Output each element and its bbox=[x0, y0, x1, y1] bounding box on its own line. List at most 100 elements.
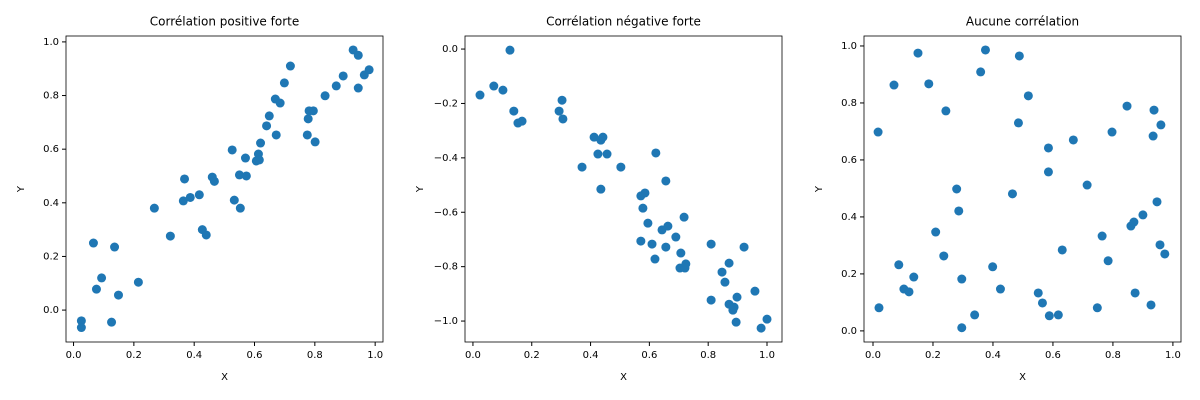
x-tick-label: 0.4 bbox=[583, 350, 599, 361]
point bbox=[731, 317, 741, 327]
point bbox=[227, 145, 237, 155]
x-tick-label: 0.6 bbox=[641, 350, 657, 361]
point bbox=[1023, 91, 1033, 101]
point bbox=[995, 284, 1005, 294]
point bbox=[739, 242, 749, 252]
y-tick-label: 1.0 bbox=[43, 37, 59, 48]
x-tick-label: 0.2 bbox=[925, 350, 941, 361]
point bbox=[509, 106, 519, 116]
point bbox=[1130, 288, 1140, 298]
point bbox=[353, 83, 363, 93]
point bbox=[353, 50, 363, 60]
point bbox=[557, 95, 567, 105]
y-tick-label: 0.0 bbox=[43, 305, 59, 316]
point bbox=[638, 203, 648, 213]
y-axis-label: Y bbox=[16, 185, 27, 193]
point bbox=[952, 184, 962, 194]
y-tick-label: 0.2 bbox=[43, 251, 59, 262]
point bbox=[706, 239, 716, 249]
point bbox=[1043, 143, 1053, 153]
point bbox=[303, 114, 313, 124]
y-tick-label: 0.8 bbox=[841, 98, 857, 109]
point bbox=[558, 114, 568, 124]
point bbox=[1057, 245, 1067, 255]
point bbox=[679, 212, 689, 222]
point bbox=[671, 232, 681, 242]
point bbox=[110, 242, 120, 252]
point bbox=[957, 274, 967, 284]
y-tick-label: 0.6 bbox=[43, 144, 59, 155]
y-tick-label: −0.8 bbox=[434, 262, 458, 273]
point bbox=[1014, 51, 1024, 61]
x-tick-label: 1.0 bbox=[367, 350, 383, 361]
point bbox=[241, 171, 251, 181]
point bbox=[1013, 118, 1023, 128]
point bbox=[209, 176, 219, 186]
point bbox=[650, 254, 660, 264]
point bbox=[589, 132, 599, 142]
point bbox=[262, 121, 272, 131]
y-axis-label: Y bbox=[814, 185, 825, 193]
point bbox=[517, 116, 527, 126]
point bbox=[706, 295, 716, 305]
x-tick-label: 0.0 bbox=[865, 350, 881, 361]
point bbox=[1097, 231, 1107, 241]
axes-frame bbox=[65, 35, 384, 343]
point bbox=[97, 273, 107, 283]
point bbox=[720, 277, 730, 287]
point bbox=[271, 130, 281, 140]
y-tick-label: 1.0 bbox=[841, 41, 857, 52]
point bbox=[1044, 311, 1054, 321]
point bbox=[180, 174, 190, 184]
y-tick-label: −0.2 bbox=[434, 98, 458, 109]
point bbox=[1148, 131, 1158, 141]
point bbox=[1160, 249, 1170, 259]
point bbox=[264, 111, 274, 121]
point bbox=[240, 153, 250, 163]
point bbox=[593, 149, 603, 159]
x-axis-label: X bbox=[221, 372, 228, 383]
point bbox=[235, 203, 245, 213]
point bbox=[904, 287, 914, 297]
point bbox=[1138, 210, 1148, 220]
point bbox=[310, 137, 320, 147]
point bbox=[256, 138, 266, 148]
point bbox=[475, 90, 485, 100]
x-tick-label: 0.4 bbox=[985, 350, 1001, 361]
point bbox=[724, 258, 734, 268]
point bbox=[874, 303, 884, 313]
point bbox=[165, 231, 175, 241]
x-tick-label: 1.0 bbox=[1165, 350, 1181, 361]
point bbox=[873, 127, 883, 137]
point bbox=[957, 323, 967, 333]
point bbox=[331, 81, 341, 91]
x-tick-label: 0.0 bbox=[66, 350, 82, 361]
y-tick-label: 0.4 bbox=[43, 198, 59, 209]
point bbox=[661, 242, 671, 252]
point bbox=[254, 155, 264, 165]
point bbox=[681, 259, 691, 269]
point bbox=[113, 290, 123, 300]
chart-title: Corrélation négative forte bbox=[546, 15, 701, 29]
point bbox=[1092, 303, 1102, 313]
point bbox=[1033, 288, 1043, 298]
point bbox=[643, 218, 653, 228]
chart-title: Corrélation positive forte bbox=[150, 15, 299, 29]
point bbox=[338, 71, 348, 81]
x-tick-label: 0.6 bbox=[247, 350, 263, 361]
point bbox=[732, 292, 742, 302]
y-tick-label: 0.8 bbox=[43, 91, 59, 102]
point bbox=[913, 48, 923, 58]
point bbox=[107, 317, 117, 327]
point bbox=[364, 65, 374, 75]
point bbox=[88, 238, 98, 248]
point bbox=[889, 80, 899, 90]
point bbox=[941, 106, 951, 116]
point bbox=[931, 227, 941, 237]
point bbox=[194, 190, 204, 200]
point bbox=[1082, 180, 1092, 190]
axes-frame bbox=[863, 35, 1182, 343]
point bbox=[970, 310, 980, 320]
point bbox=[909, 272, 919, 282]
point bbox=[954, 206, 964, 216]
